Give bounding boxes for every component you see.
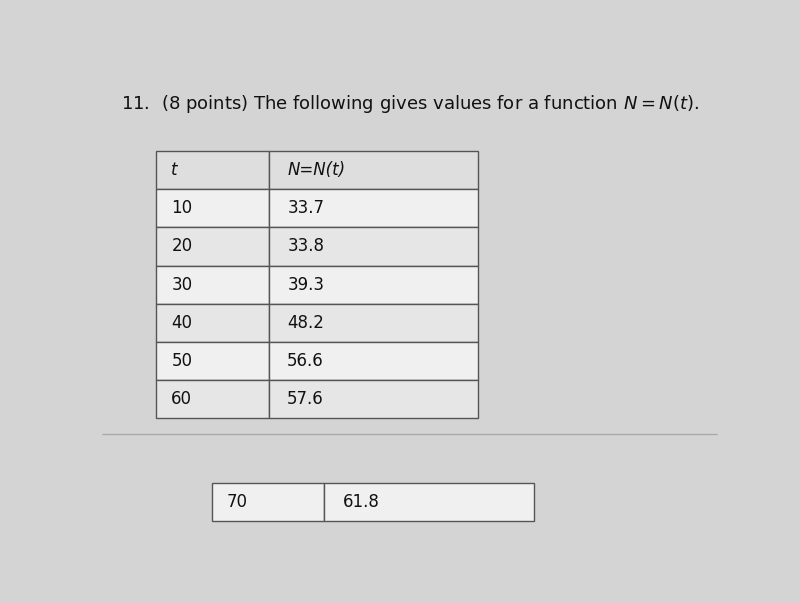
Text: 48.2: 48.2 — [287, 314, 324, 332]
Bar — [156, 189, 269, 227]
Bar — [269, 380, 478, 418]
Bar — [156, 303, 269, 342]
Bar — [269, 265, 478, 303]
Text: 57.6: 57.6 — [287, 390, 324, 408]
Bar — [269, 151, 478, 189]
Bar — [156, 265, 269, 303]
Bar — [269, 342, 478, 380]
Bar — [156, 151, 269, 189]
Bar — [156, 380, 269, 418]
Text: 30: 30 — [171, 276, 193, 294]
Text: t: t — [171, 162, 178, 179]
Text: 33.7: 33.7 — [287, 200, 324, 218]
Bar — [269, 303, 478, 342]
Text: 33.8: 33.8 — [287, 238, 324, 256]
Text: N=N(t): N=N(t) — [287, 162, 346, 179]
Text: 11.  (8 points) The following gives values for a function $N = N(t)$.: 11. (8 points) The following gives value… — [121, 93, 699, 115]
Bar — [269, 227, 478, 265]
Bar — [156, 342, 269, 380]
Bar — [325, 483, 534, 522]
Text: 60: 60 — [171, 390, 192, 408]
Text: 56.6: 56.6 — [287, 352, 324, 370]
Text: 61.8: 61.8 — [343, 493, 380, 511]
Bar — [269, 189, 478, 227]
Text: 40: 40 — [171, 314, 192, 332]
Text: 20: 20 — [171, 238, 193, 256]
Text: 39.3: 39.3 — [287, 276, 324, 294]
Bar — [156, 227, 269, 265]
Bar — [211, 483, 325, 522]
Text: 70: 70 — [227, 493, 248, 511]
Text: 10: 10 — [171, 200, 193, 218]
Text: 50: 50 — [171, 352, 192, 370]
